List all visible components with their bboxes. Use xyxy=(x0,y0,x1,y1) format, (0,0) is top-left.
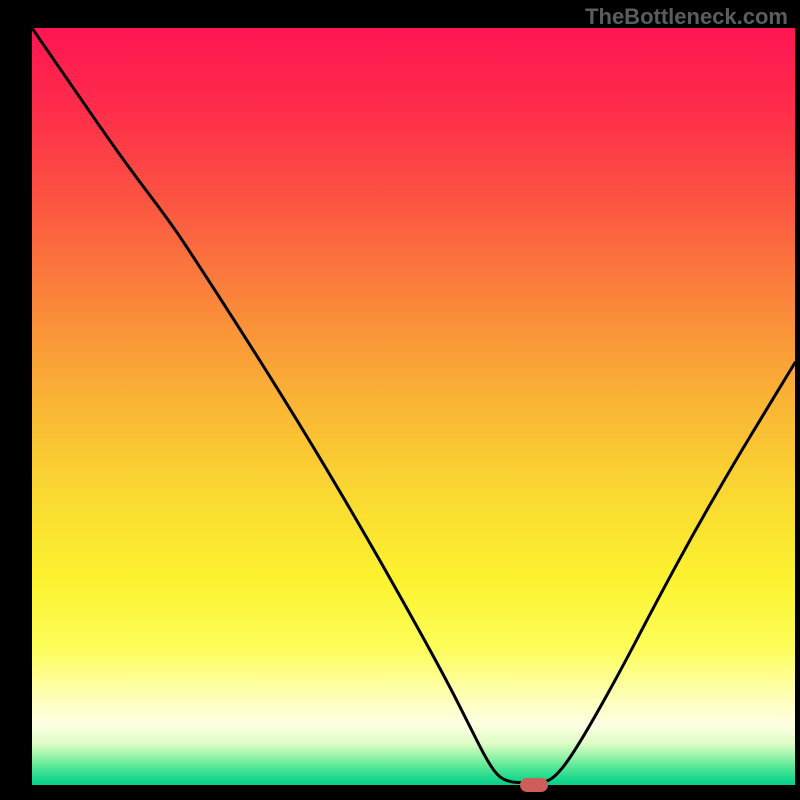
min-marker xyxy=(520,778,548,792)
gradient-background xyxy=(32,28,795,785)
chart-svg xyxy=(0,0,800,800)
watermark-text: TheBottleneck.com xyxy=(585,4,788,30)
bottleneck-chart: TheBottleneck.com xyxy=(0,0,800,800)
